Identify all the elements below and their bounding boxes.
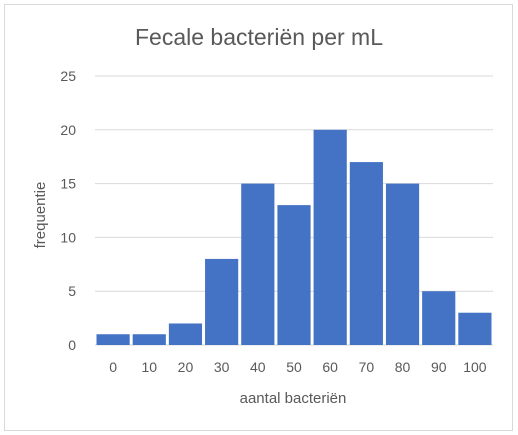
y-tick-label: 10 bbox=[60, 229, 76, 245]
y-axis-tick-labels: 0 5 10 15 20 25 bbox=[60, 68, 76, 353]
y-tick-label: 20 bbox=[60, 122, 76, 138]
bars bbox=[96, 129, 492, 345]
chart-title: Fecale bacteriën per mL bbox=[135, 24, 383, 50]
y-tick-label: 25 bbox=[60, 68, 76, 84]
y-tick-label: 5 bbox=[68, 283, 76, 299]
histogram-chart: Fecale bacteriën per mL 0 5 10 15 20 25 0 10 20… bbox=[32, 24, 493, 407]
x-tick-label: 10 bbox=[141, 359, 157, 375]
x-tick-label: 90 bbox=[431, 359, 447, 375]
x-axis-title: aantal bacteriën bbox=[240, 390, 347, 407]
bar-0 bbox=[96, 334, 130, 345]
x-tick-label: 70 bbox=[359, 359, 375, 375]
bar-40 bbox=[241, 183, 275, 345]
x-tick-label: 30 bbox=[214, 359, 230, 375]
chart-area[interactable]: Fecale bacteriën per mL 0 5 10 15 20 25 0 10 20… bbox=[4, 4, 513, 431]
y-tick-label: 0 bbox=[68, 337, 76, 353]
bar-60 bbox=[313, 129, 347, 345]
y-tick-label: 15 bbox=[60, 176, 76, 192]
x-axis-tick-labels: 0 10 20 30 40 50 60 70 80 90 100 bbox=[109, 359, 487, 375]
bar-90 bbox=[422, 291, 456, 345]
x-tick-label: 0 bbox=[109, 359, 117, 375]
x-tick-label: 60 bbox=[322, 359, 338, 375]
bar-10 bbox=[132, 334, 166, 345]
bar-20 bbox=[168, 323, 203, 345]
x-tick-label: 20 bbox=[178, 359, 194, 375]
y-axis-title: frequentie bbox=[32, 182, 49, 249]
bar-50 bbox=[277, 205, 311, 345]
bar-30 bbox=[205, 258, 239, 345]
x-tick-label: 50 bbox=[286, 359, 302, 375]
x-tick-label: 80 bbox=[395, 359, 411, 375]
bar-80 bbox=[385, 183, 420, 345]
bar-100 bbox=[458, 312, 492, 345]
bar-70 bbox=[349, 162, 383, 345]
x-tick-label: 40 bbox=[250, 359, 266, 375]
x-tick-label: 100 bbox=[463, 359, 487, 375]
